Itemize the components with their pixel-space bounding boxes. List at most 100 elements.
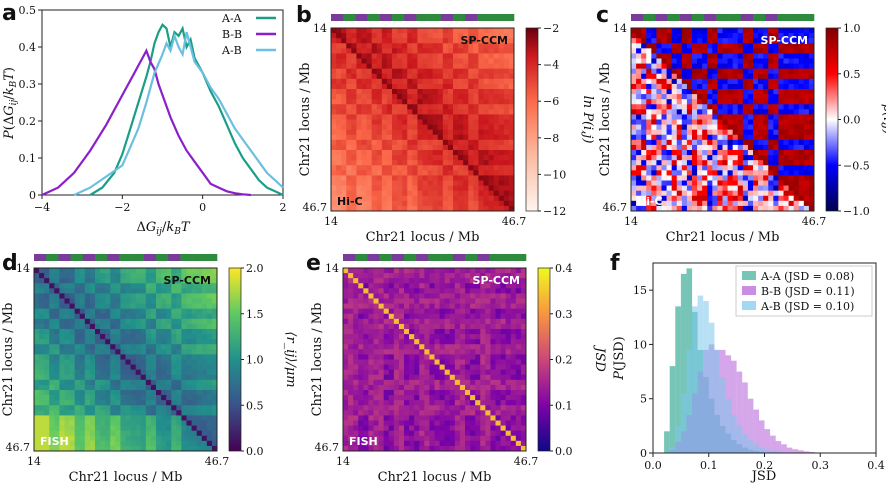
heatmap-cell: [397, 165, 403, 171]
heatmap-cell: [641, 195, 647, 202]
heatmap-cell: [346, 38, 352, 44]
heatmap-cell: [181, 329, 187, 335]
heatmap-cell: [376, 139, 383, 146]
heatmap-cell: [361, 89, 367, 95]
heatmap-cell: [404, 359, 410, 365]
heatmap-cell: [666, 109, 673, 115]
heatmap-cell: [125, 435, 131, 442]
heatmap-cell: [671, 205, 678, 212]
heatmap-cell: [508, 109, 515, 115]
heatmap-cell: [493, 99, 500, 105]
heatmap-cell: [181, 288, 187, 294]
heatmap-cell: [388, 364, 395, 371]
heatmap-cell: [414, 298, 420, 304]
heatmap-cell: [44, 293, 50, 299]
heatmap-cell: [191, 268, 198, 274]
heatmap-cell: [439, 313, 446, 320]
heatmap-cell: [171, 329, 177, 335]
heatmap-cell: [432, 195, 439, 202]
heatmap-cell: [646, 129, 652, 136]
heatmap-cell: [712, 43, 718, 49]
heatmap-cell: [783, 185, 789, 192]
heatmap-cell: [74, 384, 81, 391]
heatmap-cell: [371, 124, 378, 131]
heatmap-cell: [181, 293, 187, 299]
heatmap-cell: [732, 195, 739, 202]
heatmap-cell: [69, 420, 76, 426]
heatmap-cell: [783, 99, 789, 105]
heatmap-cell: [458, 144, 464, 151]
heatmap-cell: [449, 308, 456, 315]
heatmap-cell: [343, 318, 349, 325]
heatmap-cell: [788, 73, 795, 80]
heatmap-cell: [763, 78, 769, 85]
heatmap-cell: [59, 384, 65, 391]
heatmap-cell: [115, 303, 121, 310]
heatmap-cell: [508, 119, 515, 125]
heatmap-cell: [429, 359, 435, 365]
compartment-segment: [801, 14, 815, 21]
heatmap-cell: [676, 28, 683, 34]
heatmap-cell: [186, 288, 192, 294]
heatmap-cell: [505, 288, 512, 294]
heatmap-cell: [681, 185, 688, 192]
heatmap-cell: [631, 150, 637, 156]
heatmap-cell: [742, 58, 749, 64]
heatmap-cell: [69, 349, 76, 355]
heatmap-cell: [515, 278, 522, 284]
heatmap-cell: [84, 298, 91, 304]
heatmap-cell: [447, 144, 454, 151]
heatmap-cell: [442, 134, 449, 141]
heatmap-cell: [681, 134, 688, 141]
heatmap-cell: [407, 190, 413, 197]
heatmap-cell: [712, 38, 718, 44]
heatmap-cell: [717, 175, 723, 181]
heatmap-cell: [341, 124, 347, 131]
heatmap-cell: [191, 278, 198, 284]
heatmap-cell: [768, 78, 774, 85]
heatmap-cell: [454, 268, 461, 274]
heatmap-cell: [432, 33, 439, 39]
heatmap-cell: [54, 288, 60, 294]
heatmap-cell: [381, 165, 388, 171]
heatmap-cell: [145, 329, 152, 335]
heatmap-cell: [356, 144, 362, 151]
heatmap-cell: [39, 415, 45, 421]
heatmap-cell: [666, 104, 673, 110]
heatmap-cell: [788, 119, 795, 125]
heatmap-cell: [343, 308, 349, 315]
heatmap-cell: [651, 94, 657, 100]
heatmap-cell: [454, 354, 461, 360]
heatmap-cell: [156, 379, 162, 386]
heatmap-cell: [636, 124, 642, 131]
heatmap-cell: [191, 288, 198, 294]
heatmap-cell: [717, 129, 723, 136]
heatmap-cell: [130, 405, 137, 411]
colorbar-tick-label: 1.0: [843, 22, 861, 35]
heatmap-cell: [417, 185, 423, 192]
heatmap-cell: [366, 114, 373, 120]
heatmap-cell: [437, 119, 444, 125]
heatmap-cell: [793, 63, 800, 70]
heatmap-cell: [388, 293, 395, 299]
heatmap-cell: [758, 165, 764, 171]
heatmap-cell: [778, 104, 784, 110]
heatmap-cell: [105, 369, 111, 376]
heatmap-cell: [84, 420, 91, 426]
heatmap-cell: [447, 114, 454, 120]
heatmap-cell: [488, 78, 495, 85]
heatmap-cell: [686, 114, 693, 120]
heatmap-cell: [409, 303, 415, 310]
heatmap-cell: [44, 349, 50, 355]
heatmap-cell: [453, 63, 459, 70]
heatmap-cell: [488, 114, 495, 120]
heatmap-cell: [636, 48, 642, 54]
heatmap-cell: [732, 99, 739, 105]
heatmap-cell: [419, 374, 425, 381]
heatmap-cell: [427, 150, 434, 156]
heatmap-cell: [427, 33, 434, 39]
heatmap-cell: [500, 298, 507, 304]
heatmap-cell: [414, 390, 420, 396]
heatmap-cell: [697, 53, 703, 59]
heatmap-cell: [798, 63, 805, 70]
